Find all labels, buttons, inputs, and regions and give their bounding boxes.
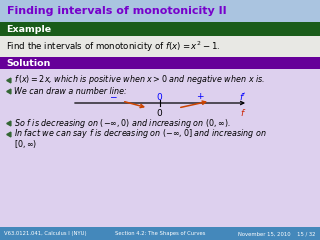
Text: $f\,(x) = 2x$, which is positive when $x > 0$ and negative when $x$ is.: $f\,(x) = 2x$, which is positive when $x… xyxy=(14,73,266,86)
Text: $+$: $+$ xyxy=(196,91,204,101)
Text: $0$: $0$ xyxy=(156,90,164,102)
Bar xyxy=(0,36,320,57)
Text: $[0, \infty)$: $[0, \infty)$ xyxy=(14,138,38,150)
Text: $0$: $0$ xyxy=(156,107,164,118)
Bar xyxy=(0,0,320,22)
Text: Solution: Solution xyxy=(6,59,50,67)
Text: $f$: $f$ xyxy=(240,107,246,118)
Text: We can draw a number line:: We can draw a number line: xyxy=(14,86,127,96)
Text: Find the intervals of monotonicity of $f(x) = x^2 - 1$.: Find the intervals of monotonicity of $f… xyxy=(6,40,220,54)
Text: $-$: $-$ xyxy=(109,91,117,101)
Bar xyxy=(0,227,320,240)
Bar xyxy=(0,69,320,227)
Text: Example: Example xyxy=(6,24,51,34)
Text: Section 4.2: The Shapes of Curves: Section 4.2: The Shapes of Curves xyxy=(115,231,205,236)
Text: $f'$: $f'$ xyxy=(239,90,247,102)
Text: November 15, 2010    15 / 32: November 15, 2010 15 / 32 xyxy=(238,231,316,236)
Bar xyxy=(0,22,320,36)
Text: In fact we can say $f$ is decreasing on $(-\infty, 0]$ and increasing on: In fact we can say $f$ is decreasing on … xyxy=(14,127,267,140)
Text: V63.0121.041, Calculus I (NYU): V63.0121.041, Calculus I (NYU) xyxy=(4,231,87,236)
Bar xyxy=(0,57,320,69)
Text: Finding intervals of monotonicity II: Finding intervals of monotonicity II xyxy=(7,6,227,16)
Text: So $f$ is decreasing on $(-\infty, 0)$ and increasing on $(0, \infty)$.: So $f$ is decreasing on $(-\infty, 0)$ a… xyxy=(14,116,231,130)
